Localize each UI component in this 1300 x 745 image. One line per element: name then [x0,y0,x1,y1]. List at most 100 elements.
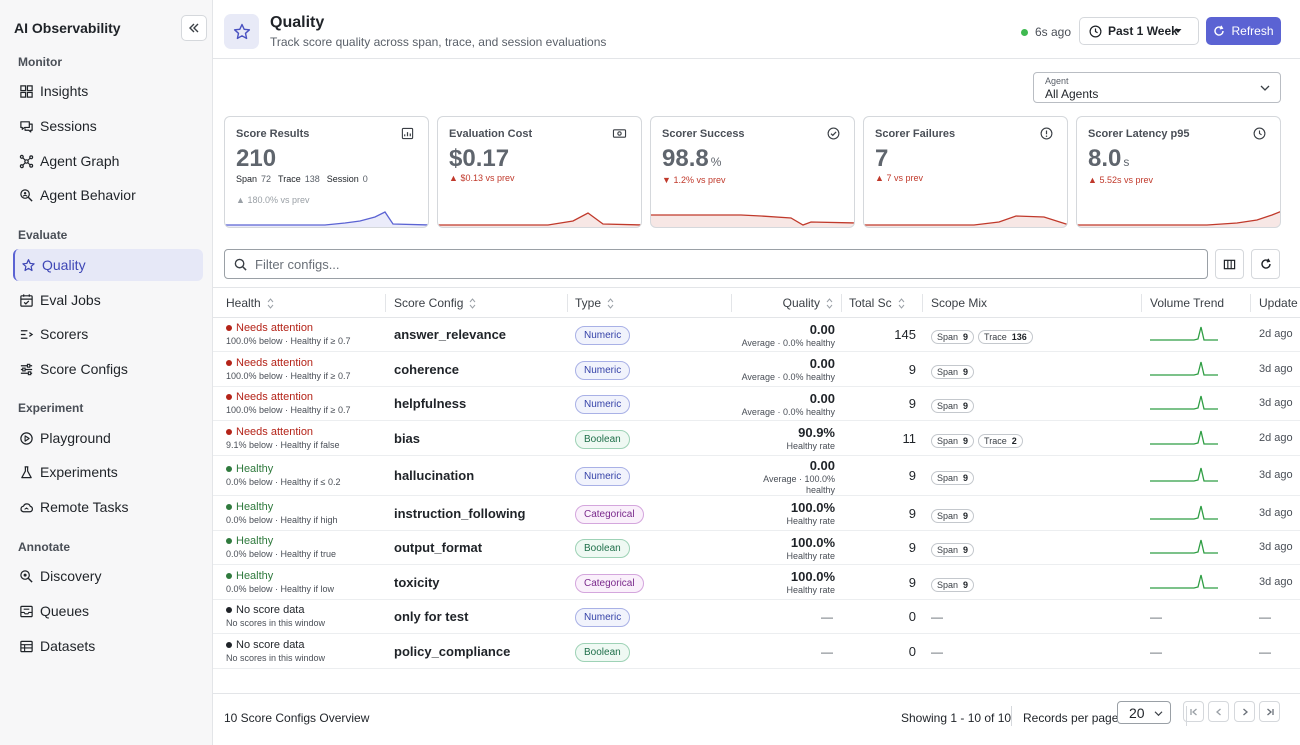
column-header-update[interactable]: Update [1259,288,1298,319]
sidebar-item-remote-tasks[interactable]: Remote Tasks [13,491,203,523]
table-row[interactable]: Needs attention 100.0% below · Healthy i… [213,387,1300,421]
score-config-name[interactable]: output_format [394,540,483,555]
sidebar-item-queues[interactable]: Queues [13,595,203,627]
reload-table-button[interactable] [1251,249,1280,279]
table-row[interactable]: Needs attention 100.0% below · Healthy i… [213,352,1300,387]
sliders-icon [20,363,33,375]
sidebar-item-discovery[interactable]: Discovery [13,560,203,592]
previous-page-button[interactable] [1208,701,1229,722]
health-cell: No score data No scores in this window [226,604,325,628]
updated-at: 3d ago [1259,469,1293,481]
table-row[interactable]: Healthy 0.0% below · Healthy if high ins… [213,496,1300,531]
chart-box-icon [401,127,414,140]
quality-subtext: Average · 0.0% healthy [741,338,835,348]
metric-card-scorer-latency-p95[interactable]: Scorer Latency p95 8.0 s ▲ 5.52s vs prev [1076,116,1281,228]
type-badge: Categorical [575,573,644,593]
scope-mix: Span 9 [931,362,978,380]
sidebar-item-playground[interactable]: Playground [13,422,203,454]
columns-button[interactable] [1215,249,1244,279]
scope-chip-label: Span [937,579,959,590]
column-header-label: Scope Mix [931,296,988,310]
last-page-button[interactable] [1259,701,1280,722]
score-config-name[interactable]: instruction_following [394,505,526,521]
health-subtext: 0.0% below · Healthy if ≤ 0.2 [226,477,341,487]
sidebar-item-agent-graph[interactable]: Agent Graph [13,145,203,177]
column-header-type[interactable]: Type [575,288,614,319]
quality-value: 0.00 [809,458,835,473]
sidebar-item-scorers[interactable]: Scorers [13,318,203,350]
column-header-health[interactable]: Health [226,288,274,319]
time-range-select[interactable]: Past 1 Week [1079,17,1199,45]
table-row[interactable]: Healthy 0.0% below · Healthy if true out… [213,531,1300,565]
filter-configs-field[interactable] [224,249,1208,279]
type-badge: Numeric [575,395,631,414]
total-scores: 9 [908,540,916,555]
collapse-sidebar-button[interactable] [181,15,207,41]
score-config-name[interactable]: toxicity [394,574,440,590]
column-header-volume-trend[interactable]: Volume Trend [1150,288,1224,319]
next-page-button[interactable] [1234,701,1255,722]
column-header-score-config[interactable]: Score Config [394,288,476,319]
column-header-quality[interactable]: Quality [753,288,833,319]
filter-configs-input[interactable] [255,256,1155,272]
score-config-name[interactable]: policy_compliance [394,643,511,659]
updated-at: 3d ago [1259,541,1293,553]
sidebar-item-quality[interactable]: Quality [13,249,203,281]
flask-icon [21,465,32,478]
scope-mix: Span 9 [931,540,978,558]
metric-card-scorer-success[interactable]: Scorer Success 98.8% ▼ 1.2% vs prev [650,116,855,228]
sidebar-item-eval-jobs[interactable]: Eval Jobs [13,284,203,316]
type-badge: Numeric [575,326,631,345]
health-subtext: 9.1% below · Healthy if false [226,439,340,450]
last-page-icon [1266,708,1274,715]
table-row[interactable]: No score data No scores in this window o… [213,600,1300,634]
page-title: Quality [270,14,325,31]
scope-mix: Span 9 [931,506,978,524]
score-config-name[interactable]: answer_relevance [394,327,507,342]
sidebar-item-experiments[interactable]: Experiments [13,456,203,488]
updated-at: 2d ago [1259,431,1293,444]
quality-cell: 100.0% Healthy rate [733,569,835,595]
score-config-name[interactable]: hallucination [394,468,475,483]
refresh-button[interactable]: Refresh [1206,17,1281,45]
table-row[interactable]: Healthy 0.0% below · Healthy if ≤ 0.2 ha… [213,456,1300,496]
metric-card-score-results[interactable]: Score Results 210 Span 72 Trace 138 Session 0… [224,116,429,228]
scope-chip-count: 9 [963,579,969,590]
scope-chip-count: 9 [963,401,969,411]
records-per-page-select[interactable]: 20 [1117,701,1171,724]
calendar-check-icon [20,293,33,307]
sidebar-item-datasets[interactable]: Datasets [13,630,203,662]
column-header-total-sc[interactable]: Total Sc [849,288,918,319]
total-scores: 9 [908,505,916,521]
scope-chip-count: 9 [963,473,969,483]
status-dot-icon [226,359,232,366]
quality-cell: 100.0% Healthy rate [733,535,835,561]
score-config-name[interactable]: helpfulness [394,396,467,411]
total-scores: 9 [908,396,916,411]
table-row[interactable]: Needs attention 100.0% below · Healthy i… [213,318,1300,352]
sidebar-item-agent-behavior[interactable]: Agent Behavior [13,179,203,211]
sidebar-item-insights[interactable]: Insights [13,75,203,107]
card-delta: ▲ $0.13 vs prev [449,173,514,183]
arrow-up-icon: ▲ [449,173,458,183]
agent-select[interactable]: Agent All Agents [1033,72,1281,103]
table-row[interactable]: Needs attention 9.1% below · Healthy if … [213,421,1300,456]
first-page-button[interactable] [1183,701,1204,722]
sidebar-item-sessions[interactable]: Sessions [13,110,203,142]
sidebar-title: AI Observability [14,20,121,36]
card-sparkline [864,215,1067,227]
score-config-name[interactable]: only for test [394,609,469,624]
metric-card-scorer-failures[interactable]: Scorer Failures 7 ▲ 7 vs prev [863,116,1068,228]
score-config-name[interactable]: coherence [394,361,460,377]
table-row[interactable]: No score data No scores in this window p… [213,634,1300,669]
time-range-label: Past 1 Week [1108,24,1178,38]
sort-icon [898,298,905,309]
quality-cell: 0.00 Average · 0.0% healthy [733,322,835,348]
column-header-scope-mix[interactable]: Scope Mix [931,288,987,319]
score-config-name[interactable]: bias [394,430,421,446]
table-row[interactable]: Healthy 0.0% below · Healthy if low toxi… [213,565,1300,600]
metric-card-evaluation-cost[interactable]: Evaluation Cost $0.17 ▲ $0.13 vs prev [437,116,642,228]
sidebar-item-score-configs[interactable]: Score Configs [13,353,203,385]
health-cell: Needs attention 100.0% below · Healthy i… [226,322,351,346]
total-scores: 9 [908,574,916,590]
